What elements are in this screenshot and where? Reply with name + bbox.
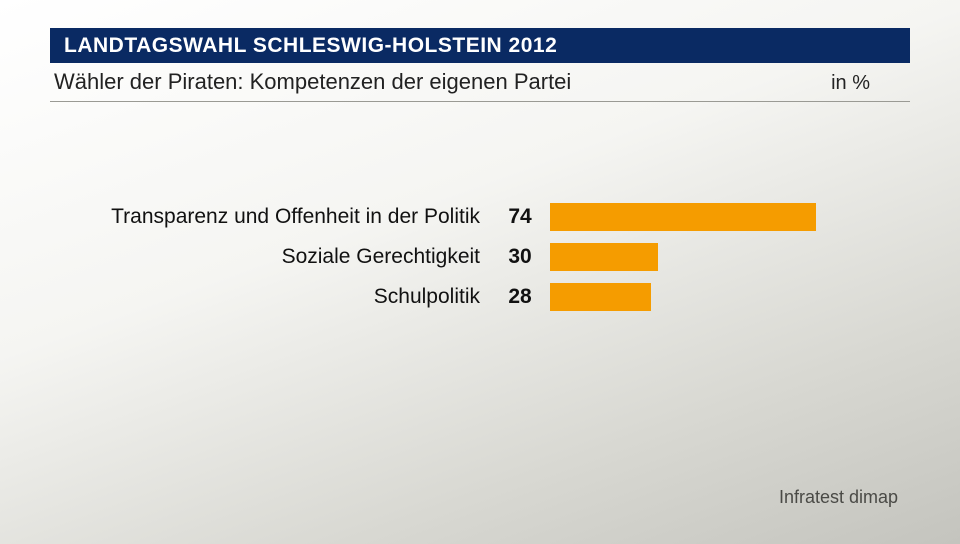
page-title-bar: LANDTAGSWAHL SCHLESWIG-HOLSTEIN 2012 xyxy=(50,28,910,63)
bar-label: Schulpolitik xyxy=(50,285,490,309)
page-subtitle: Wähler der Piraten: Kompetenzen der eige… xyxy=(54,69,571,95)
bar xyxy=(550,283,651,311)
bar-value: 28 xyxy=(490,285,550,309)
chart-row: Schulpolitik28 xyxy=(50,280,910,314)
bar-track xyxy=(550,203,910,231)
bar-track xyxy=(550,243,910,271)
bar-chart: Transparenz und Offenheit in der Politik… xyxy=(50,200,910,320)
chart-row: Transparenz und Offenheit in der Politik… xyxy=(50,200,910,234)
bar xyxy=(550,243,658,271)
page-title: LANDTAGSWAHL SCHLESWIG-HOLSTEIN 2012 xyxy=(64,34,557,57)
bar-value: 74 xyxy=(490,205,550,229)
source-label: Infratest dimap xyxy=(779,487,898,508)
subtitle-row: Wähler der Piraten: Kompetenzen der eige… xyxy=(50,63,910,102)
chart-row: Soziale Gerechtigkeit30 xyxy=(50,240,910,274)
bar-value: 30 xyxy=(490,245,550,269)
bar-label: Soziale Gerechtigkeit xyxy=(50,245,490,269)
bar-track xyxy=(550,283,910,311)
unit-label: in % xyxy=(831,72,906,95)
bar-label: Transparenz und Offenheit in der Politik xyxy=(50,205,490,229)
bar xyxy=(550,203,816,231)
